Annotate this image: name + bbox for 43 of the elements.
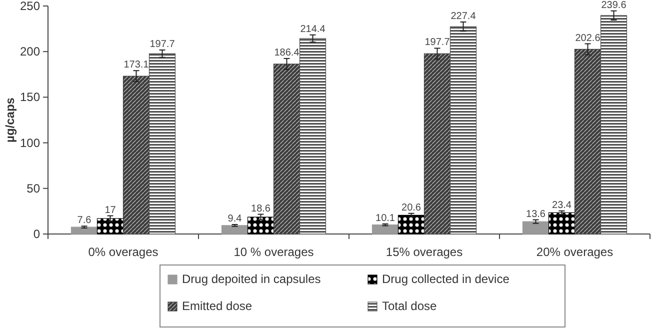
bar: [398, 214, 425, 234]
y-tick-label: 250: [20, 0, 40, 13]
bar: [424, 53, 451, 234]
data-label: 214.4: [300, 24, 326, 35]
data-label: 17: [104, 204, 116, 216]
data-label: 173.1: [124, 60, 150, 71]
bar: [372, 224, 399, 234]
data-label: 227.4: [450, 11, 476, 22]
data-label: 20.6: [402, 202, 422, 214]
data-label: 13.6: [526, 208, 546, 220]
y-tick-label: 0: [33, 227, 40, 241]
data-label: 186.4: [274, 48, 300, 59]
bar: [247, 216, 274, 234]
bar: [522, 221, 550, 234]
y-axis-title: µg/caps: [3, 97, 17, 142]
x-tick-label: 15% overages: [386, 245, 463, 259]
legend-label: Total dose: [382, 299, 438, 313]
bar: [221, 225, 248, 234]
y-tick-label: 100: [20, 136, 40, 150]
bar: [96, 218, 124, 234]
legend-label: Drug collected in device: [382, 272, 510, 286]
data-label: 23.4: [552, 200, 572, 211]
data-label: 7.6: [77, 215, 92, 226]
bar: [548, 212, 576, 234]
bar: [70, 226, 98, 234]
data-label: 10.1: [376, 212, 396, 224]
data-label: 197.7: [150, 39, 176, 50]
legend-label: Emitted dose: [182, 299, 252, 313]
data-label: 239.6: [601, 0, 627, 11]
y-tick-label: 50: [26, 181, 40, 196]
y-tick-label: 200: [20, 44, 40, 59]
bar: [273, 64, 300, 234]
x-tick-label: 20% overages: [536, 245, 614, 259]
data-label: 202.6: [575, 32, 601, 44]
bar: [574, 48, 602, 234]
x-tick-label: 10 % overages: [234, 245, 314, 259]
data-label: 197.7: [424, 37, 450, 48]
data-label: 9.4: [228, 213, 242, 224]
y-tick-label: 150: [20, 90, 40, 104]
data-label: 18.6: [251, 203, 271, 214]
legend-label: Drug depoited in capsules: [182, 272, 321, 286]
bar: [122, 76, 150, 234]
x-tick-label: 0% overages: [88, 245, 158, 259]
